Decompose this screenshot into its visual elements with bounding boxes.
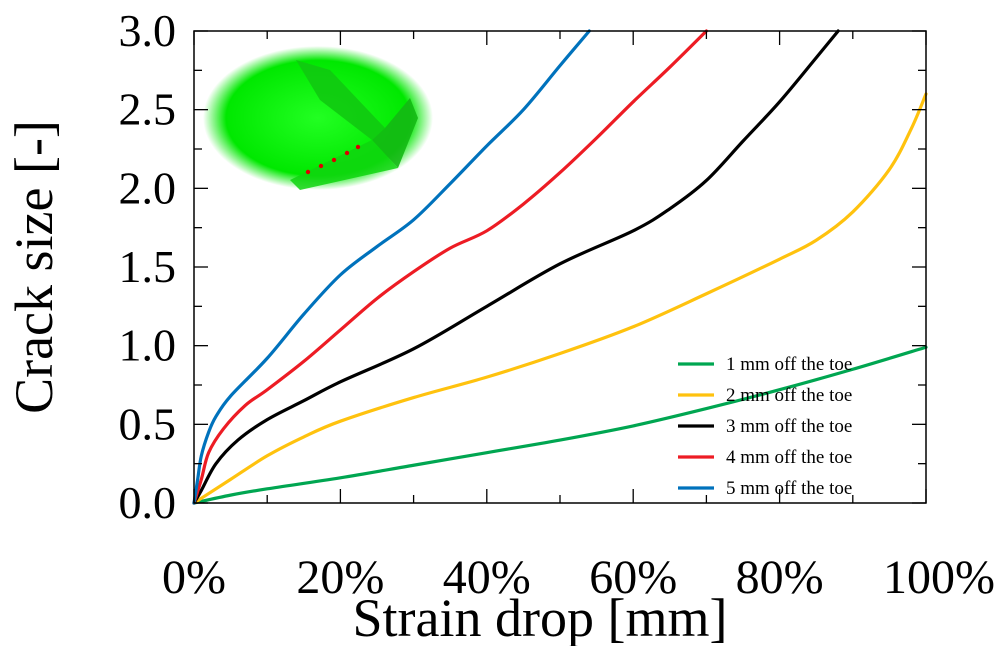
series-line-1 <box>192 345 928 505</box>
legend-label: 1 mm off the toe <box>726 354 852 375</box>
x-tick-label: 100% <box>883 551 995 604</box>
legend-label: 4 mm off the toe <box>726 447 852 468</box>
inset-weld-model-image <box>203 46 433 190</box>
legend-entry: 1 mm off the toe <box>678 354 852 375</box>
y-tick-label: 0.5 <box>119 398 177 449</box>
x-tick-label: 20% <box>296 551 384 604</box>
series-line-3 <box>192 29 840 505</box>
series-line-5 <box>192 29 591 505</box>
x-tick-label: 60% <box>589 551 677 604</box>
crack-points <box>305 144 361 175</box>
legend-entry: 5 mm off the toe <box>678 478 852 499</box>
series-line-2 <box>192 92 928 505</box>
x-tick-label: 80% <box>736 551 824 604</box>
y-tick-label: 3.0 <box>119 5 177 56</box>
x-tick-label: 40% <box>443 551 531 604</box>
x-tick-label: 0% <box>162 551 226 604</box>
x-axis-label: Strain drop [mm] <box>353 588 728 646</box>
tick-layer <box>193 30 927 504</box>
y-tick-label: 0.0 <box>119 477 177 528</box>
y-tick-labels: 0.0 0.5 1.0 1.5 2.0 2.5 3.0 <box>119 5 177 528</box>
x-tick-labels: 0% 20% 40% 60% 80% 100% <box>162 551 995 604</box>
legend-entry: 4 mm off the toe <box>678 447 852 468</box>
y-tick-label: 1.5 <box>119 241 177 292</box>
legend-entry: 2 mm off the toe <box>678 385 852 406</box>
y-tick-label: 2.5 <box>119 84 177 135</box>
legend-label: 3 mm off the toe <box>726 416 852 437</box>
series-line-4 <box>192 29 708 505</box>
legend-label: 5 mm off the toe <box>726 478 852 499</box>
y-tick-label: 2.0 <box>119 162 177 213</box>
y-tick-label: 1.0 <box>119 320 177 371</box>
y-axis-label: Crack size [-] <box>4 120 64 414</box>
series-layer <box>192 29 928 505</box>
legend-label: 2 mm off the toe <box>726 385 852 406</box>
legend: 1 mm off the toe 2 mm off the toe 3 mm off… <box>678 354 852 499</box>
legend-entry: 3 mm off the toe <box>678 416 852 437</box>
